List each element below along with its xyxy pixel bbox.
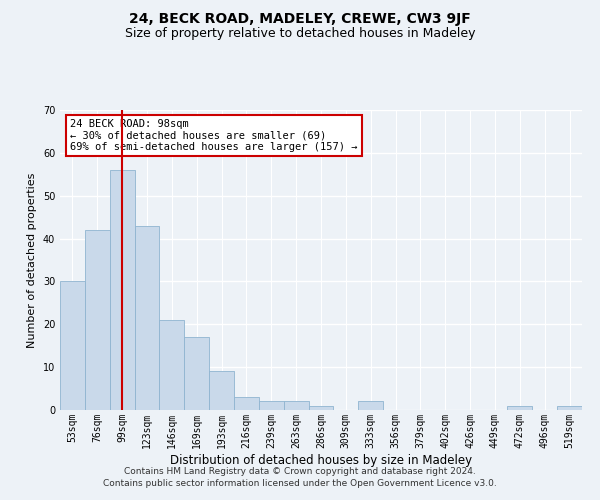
Bar bbox=[85, 230, 110, 410]
Bar bbox=[234, 397, 259, 410]
Y-axis label: Number of detached properties: Number of detached properties bbox=[27, 172, 37, 348]
Bar bbox=[557, 406, 582, 410]
Bar bbox=[358, 402, 383, 410]
Bar bbox=[160, 320, 184, 410]
Bar bbox=[60, 282, 85, 410]
Bar bbox=[134, 226, 160, 410]
Text: 24 BECK ROAD: 98sqm
← 30% of detached houses are smaller (69)
69% of semi-detach: 24 BECK ROAD: 98sqm ← 30% of detached ho… bbox=[70, 119, 358, 152]
Bar bbox=[110, 170, 134, 410]
Bar bbox=[308, 406, 334, 410]
Bar bbox=[284, 402, 308, 410]
Text: Contains HM Land Registry data © Crown copyright and database right 2024.
Contai: Contains HM Land Registry data © Crown c… bbox=[103, 466, 497, 487]
Text: Size of property relative to detached houses in Madeley: Size of property relative to detached ho… bbox=[125, 28, 475, 40]
Bar bbox=[259, 402, 284, 410]
Bar bbox=[184, 337, 209, 410]
Bar bbox=[508, 406, 532, 410]
Text: 24, BECK ROAD, MADELEY, CREWE, CW3 9JF: 24, BECK ROAD, MADELEY, CREWE, CW3 9JF bbox=[129, 12, 471, 26]
X-axis label: Distribution of detached houses by size in Madeley: Distribution of detached houses by size … bbox=[170, 454, 472, 466]
Bar bbox=[209, 372, 234, 410]
